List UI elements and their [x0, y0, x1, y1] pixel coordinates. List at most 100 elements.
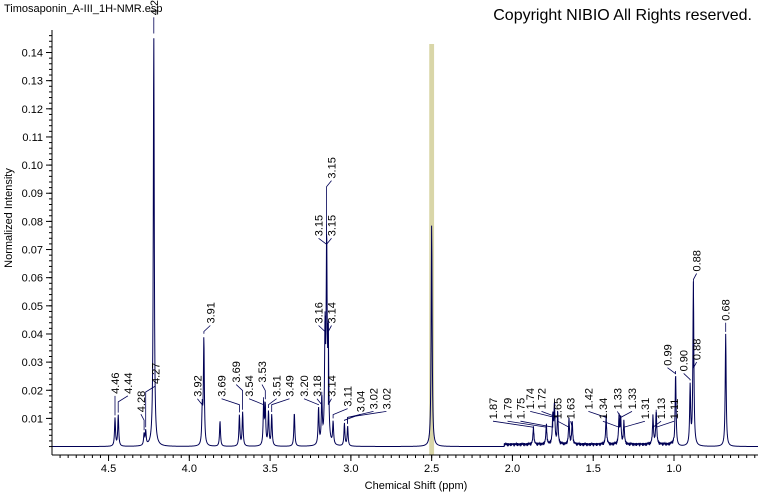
peak-shift-label: 3.11: [343, 386, 355, 407]
x-tick-label: 4.5: [101, 463, 116, 475]
peak-shift-label: 1.42: [583, 388, 595, 409]
peak-label: 1.13: [652, 398, 668, 428]
peak-label: 1.42: [583, 388, 607, 418]
peak-leader-line: [347, 411, 387, 424]
peak-leader-line: [693, 279, 697, 369]
peak-leader-line: [303, 398, 319, 406]
peak-leader-line: [235, 384, 243, 410]
peak-shift-label: 0.90: [679, 350, 691, 371]
x-tick-label: 1.5: [586, 463, 601, 475]
x-tick-label: 3.5: [262, 463, 277, 475]
peak-label: 1.87: [488, 398, 534, 428]
x-axis-title: Chemical Shift (ppm): [365, 480, 468, 492]
peak-shift-label: 3.69: [217, 375, 229, 396]
peak-shift-label: 1.33: [612, 388, 624, 409]
peak-label: 3.69: [217, 375, 240, 413]
peak-leader-line: [326, 180, 332, 225]
peak-leader-line: [318, 311, 326, 333]
peak-leader-line: [588, 411, 607, 418]
peak-leader-line: [570, 421, 573, 428]
peak-leader-line: [197, 398, 203, 406]
peak-leader-line: [623, 420, 646, 428]
peak-shift-label: 1.75: [516, 398, 528, 419]
peak-shift-label: 0.88: [692, 250, 704, 271]
y-tick-label: 0.10: [22, 160, 43, 172]
peak-label: 4.46: [110, 372, 122, 416]
peak-label: 3.49: [271, 375, 297, 412]
peak-shift-label: 1.65: [553, 398, 565, 419]
peak-label: 1.65: [553, 398, 570, 428]
x-tick-label: 2.0: [505, 463, 520, 475]
peak-shift-label: 3.51: [272, 375, 284, 396]
peak-shift-label: 4.27: [150, 363, 162, 384]
y-tick-label: 0.08: [22, 216, 43, 228]
peak-label: 1.34: [598, 398, 620, 428]
peak-shift-label: 3.20: [299, 375, 311, 396]
y-tick-label: 0.03: [22, 357, 43, 369]
peak-shift-label: 1.72: [537, 388, 549, 409]
peak-shift-label: 3.04: [356, 391, 368, 412]
y-tick-label: 0.07: [22, 245, 43, 257]
peak-label: 4.28: [136, 391, 148, 431]
peak-label: 1.74: [525, 388, 555, 418]
peak-label: 3.11: [332, 386, 355, 419]
y-axis-title: Normalized Intensity: [3, 168, 15, 268]
peak-leader-line: [492, 420, 534, 428]
peak-leader-line: [145, 385, 156, 428]
peak-label: 3.20: [299, 375, 319, 406]
peak-leader-line: [327, 320, 332, 405]
peak-leader-line: [667, 367, 676, 375]
peak-label: 0.88: [692, 279, 704, 369]
y-tick-label: 0.09: [22, 188, 43, 200]
peak-shift-label: 3.49: [285, 375, 297, 396]
copyright-notice: Copyright NIBIO All Rights reserved.: [493, 7, 752, 24]
peak-shift-label: 3.02: [369, 388, 381, 409]
peak-leader-line: [326, 224, 332, 246]
peak-label: 1.79: [503, 398, 547, 428]
peak-label: 3.51: [268, 375, 284, 408]
peak-label: 3.54: [244, 375, 264, 406]
peak-shift-label: 3.15: [327, 157, 339, 178]
peak-leader-line: [248, 397, 264, 406]
peak-leader-line: [620, 411, 633, 419]
peak-shift-label: 1.33: [627, 388, 639, 409]
peak-label: 4.27: [145, 363, 162, 428]
peak-leader-line: [683, 373, 691, 381]
peak-shift-label: 3.92: [192, 375, 204, 396]
peak-label: 3.69: [231, 361, 243, 410]
peak-shift-label: 1.31: [640, 398, 652, 419]
peak-shift-label: 1.79: [503, 398, 515, 419]
peak-label: 1.63: [566, 398, 578, 428]
peak-shift-label: 0.99: [663, 344, 675, 365]
peak-leader-line: [530, 401, 555, 418]
peak-label: 0.88: [692, 250, 704, 280]
peak-leader-line: [332, 408, 348, 419]
y-tick-label: 0.14: [22, 48, 43, 60]
peak-label: 4.44: [117, 372, 135, 413]
x-tick-label: 3.0: [343, 463, 358, 475]
peak-label: 3.15: [326, 157, 339, 225]
peak-label: 3.53: [257, 361, 269, 400]
peak-leader-line: [652, 415, 662, 428]
peak-label: 3.14: [327, 320, 339, 405]
peak-shift-label: 4.44: [123, 372, 135, 393]
peak-label: 3.18: [312, 375, 324, 406]
peak-label: 3.15: [326, 215, 339, 246]
peak-shift-label: 0.88: [692, 339, 704, 360]
peak-leader-line: [268, 398, 277, 408]
peak-shift-label: 4.46: [110, 372, 122, 393]
peak-label: 0.99: [663, 344, 676, 375]
y-tick-label: 0.05: [22, 301, 43, 313]
peak-label: 3.15: [314, 215, 327, 246]
y-tick-label: 0.02: [22, 385, 43, 397]
peak-label: 1.11: [655, 399, 681, 428]
peak-shift-label: 3.91: [205, 302, 217, 323]
y-tick-label: 0.04: [22, 329, 43, 341]
peak-shift-label: 1.11: [669, 399, 681, 420]
peak-shift-label: 3.69: [231, 361, 243, 382]
peak-shift-label: 1.87: [488, 398, 500, 419]
peak-shift-label: 4.22: [149, 0, 161, 15]
peak-leader-line: [655, 409, 675, 428]
